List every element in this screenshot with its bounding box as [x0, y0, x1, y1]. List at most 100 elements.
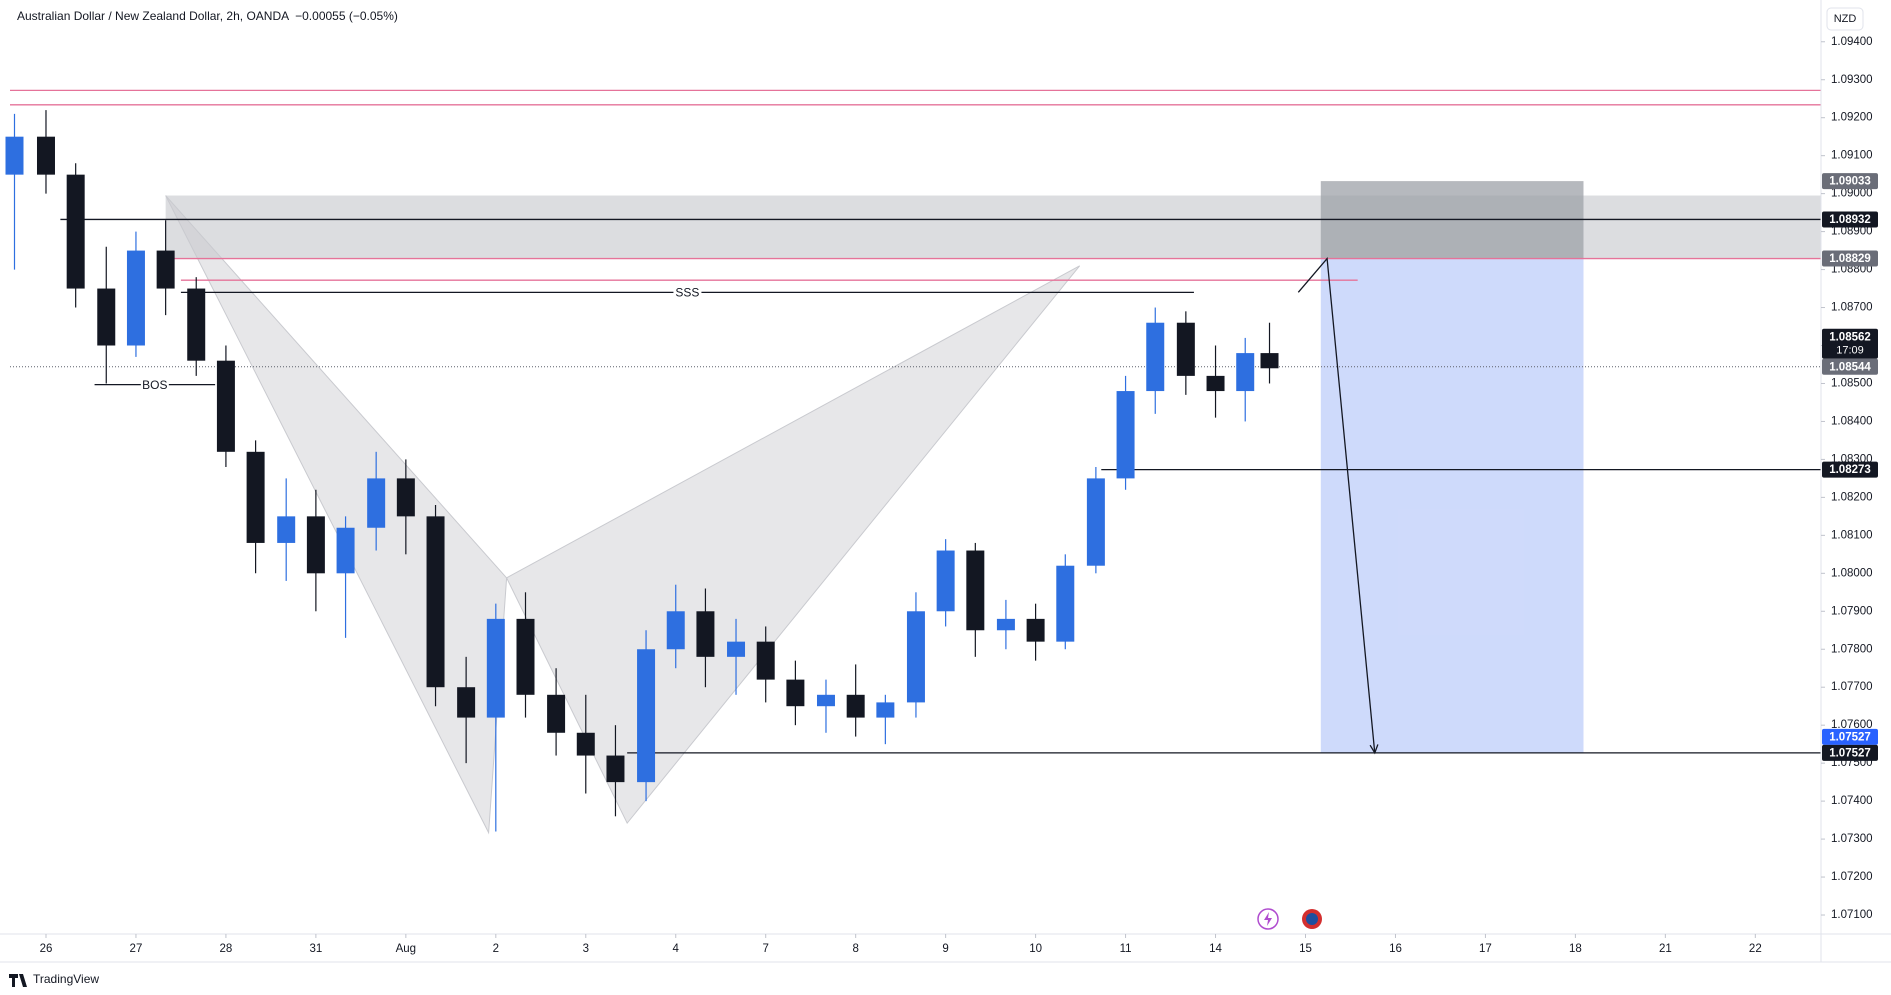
candle-body [1176, 322, 1195, 376]
event-icons [1257, 908, 1322, 930]
price-label-box [1822, 728, 1878, 745]
footer-brand: TradingView [33, 972, 99, 986]
candle-body [5, 136, 24, 175]
y-tick-label: 1.07200 [1831, 871, 1873, 883]
price-label: 1.08562 [1829, 331, 1871, 343]
x-tick-label: 3 [583, 943, 589, 955]
candle-body [36, 136, 55, 175]
candle-body [216, 360, 235, 452]
candle-body [367, 478, 386, 528]
candle-body [246, 451, 265, 543]
candle-body [457, 687, 476, 718]
candle-body [126, 250, 145, 346]
candle-body [1116, 391, 1135, 479]
price-label-box [1822, 328, 1878, 359]
y-tick-label: 1.07700 [1831, 681, 1873, 693]
candle-body [786, 679, 805, 707]
x-tick-label: 8 [852, 943, 858, 955]
y-tick-label: 1.07600 [1831, 719, 1873, 731]
x-tick-label: 31 [309, 943, 322, 955]
x-tick-label: 18 [1569, 943, 1582, 955]
x-tick-label: 4 [673, 943, 680, 955]
price-label-box [1822, 250, 1878, 267]
y-tick-label: 1.09100 [1831, 150, 1873, 162]
y-tick-label: 1.08200 [1831, 491, 1873, 503]
price-label-box [1822, 173, 1878, 190]
x-tick-label: 22 [1749, 943, 1762, 955]
price-label-box [1822, 461, 1878, 478]
candle-body [336, 527, 355, 574]
y-tick-label: 1.09000 [1831, 188, 1873, 200]
x-tick-label: 15 [1299, 943, 1312, 955]
candle-body [1260, 353, 1279, 369]
logo [9, 974, 27, 987]
y-tick-label: 1.08500 [1831, 378, 1873, 390]
price-label-box [1822, 211, 1878, 228]
y-tick-label: 1.07400 [1831, 795, 1873, 807]
level-label: BOS [142, 378, 167, 392]
price-label: 1.08829 [1829, 253, 1871, 265]
candle-body [1026, 618, 1045, 642]
candle-body [576, 732, 595, 756]
price-label: 1.08544 [1829, 361, 1871, 373]
x-tick-label: 7 [763, 943, 769, 955]
candle-body [996, 618, 1015, 631]
candle-body [277, 516, 296, 543]
x-tick-label: 27 [130, 943, 143, 955]
symbol-title: Australian Dollar / New Zealand Dollar, … [17, 9, 289, 23]
candle-body [1086, 478, 1105, 566]
candle-body [666, 611, 685, 650]
level-label: SSS [675, 286, 699, 300]
candle-body [396, 478, 415, 517]
lightning-icon [1264, 912, 1272, 926]
x-tick-label: Aug [396, 943, 416, 955]
currency[interactable]: NZD [1834, 13, 1857, 25]
chart-header: Australian Dollar / New Zealand Dollar, … [17, 9, 398, 23]
candle-body [637, 649, 656, 783]
candle-body [846, 694, 865, 718]
price-label: 1.09033 [1829, 176, 1871, 188]
position-target [1320, 258, 1584, 753]
candle-body [156, 250, 175, 289]
candle-body [756, 641, 775, 680]
price-label: 1.08273 [1829, 464, 1871, 476]
x-tick-label: 16 [1389, 943, 1402, 955]
price-label-box [1822, 744, 1878, 761]
y-tick-label: 1.09200 [1831, 112, 1873, 124]
candle-body [66, 174, 85, 289]
candle-body [97, 288, 116, 346]
candle-body [1236, 353, 1255, 392]
candle-body [696, 611, 715, 657]
x-tick-label: 17 [1479, 943, 1492, 955]
y-tick-label: 1.08800 [1831, 264, 1873, 276]
trade-arrow [1297, 256, 1376, 753]
price-countdown: 17:09 [1836, 345, 1864, 357]
x-tick-label: 21 [1659, 943, 1672, 955]
candle-body [1056, 565, 1075, 642]
level-label-bg [673, 285, 702, 300]
candle-body [1146, 322, 1165, 392]
candle-body [187, 288, 206, 361]
x-tick-label: 10 [1029, 943, 1042, 955]
arrow-head [1369, 744, 1379, 755]
x-tick-label: 14 [1209, 943, 1222, 955]
candle-body [727, 641, 746, 657]
currency-box[interactable] [1826, 7, 1864, 31]
y-tick-label: 1.08400 [1831, 415, 1873, 427]
x-tick-label: 11 [1120, 943, 1132, 955]
candle-body [876, 702, 895, 718]
candle-body [516, 618, 535, 695]
x-tick-label: 2 [493, 943, 499, 955]
y-tick-label: 1.08900 [1831, 226, 1873, 238]
price-label-box [1822, 358, 1878, 375]
candle-body [906, 611, 925, 703]
y-tick-label: 1.07100 [1831, 909, 1873, 921]
x-tick-label: 26 [40, 943, 53, 955]
y-tick-label: 1.07900 [1831, 605, 1873, 617]
y-tick-label: 1.07300 [1831, 833, 1873, 845]
candle-body [816, 694, 835, 707]
y-tick-label: 1.09400 [1831, 36, 1873, 48]
axes: 1.071001.072001.073001.074001.075001.076… [0, 0, 1891, 963]
